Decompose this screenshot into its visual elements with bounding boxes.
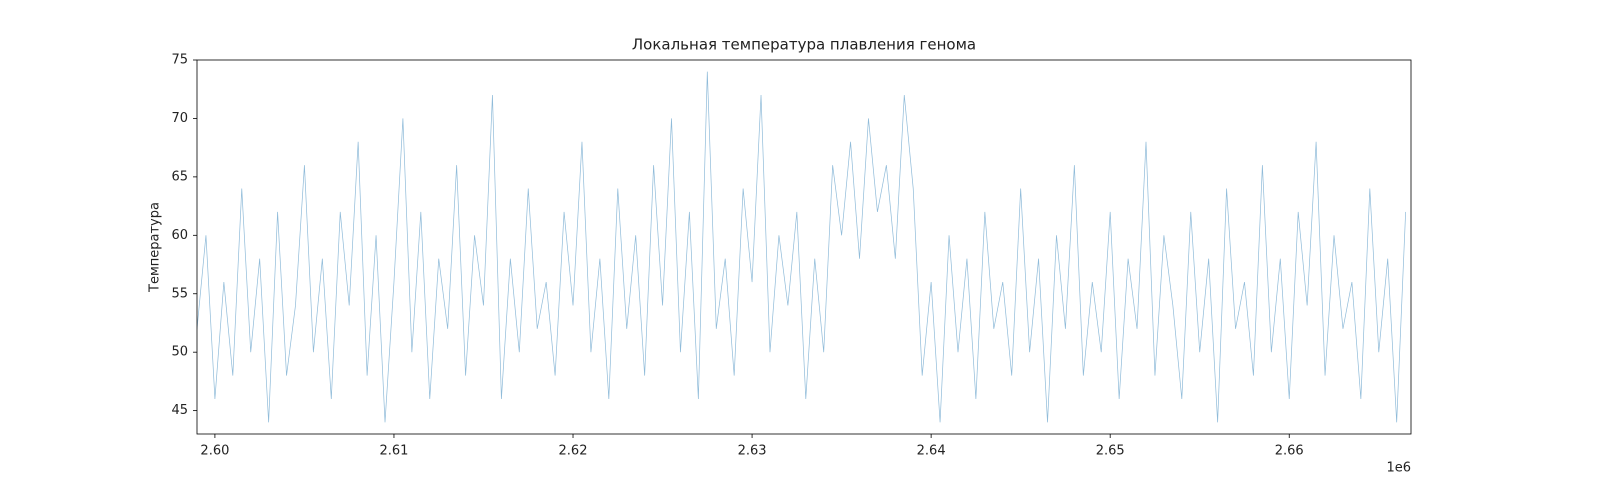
y-tick-label: 70 [171, 111, 188, 126]
y-tick-label: 65 [171, 169, 188, 184]
x-tick-label: 2.62 [559, 444, 588, 459]
y-tick-label: 60 [171, 228, 188, 243]
y-tick-label: 55 [171, 286, 188, 301]
y-tick-label: 75 [171, 53, 188, 68]
x-tick-label: 2.64 [917, 444, 946, 459]
x-tick-label: 2.63 [738, 444, 767, 459]
x-tick-label: 2.60 [200, 444, 229, 459]
y-tick-label: 45 [171, 403, 188, 418]
x-tick-label: 2.61 [379, 444, 408, 459]
x-offset-label: 1e6 [1386, 461, 1411, 476]
plot-frame [196, 59, 1412, 435]
x-tick-label: 2.66 [1275, 444, 1304, 459]
x-tick-label: 2.65 [1096, 444, 1125, 459]
line-series [197, 71, 1406, 423]
chart-title: Локальная температура плавления генома [632, 36, 976, 54]
y-axis-label: Температура [148, 202, 163, 293]
y-tick-label: 50 [171, 345, 188, 360]
